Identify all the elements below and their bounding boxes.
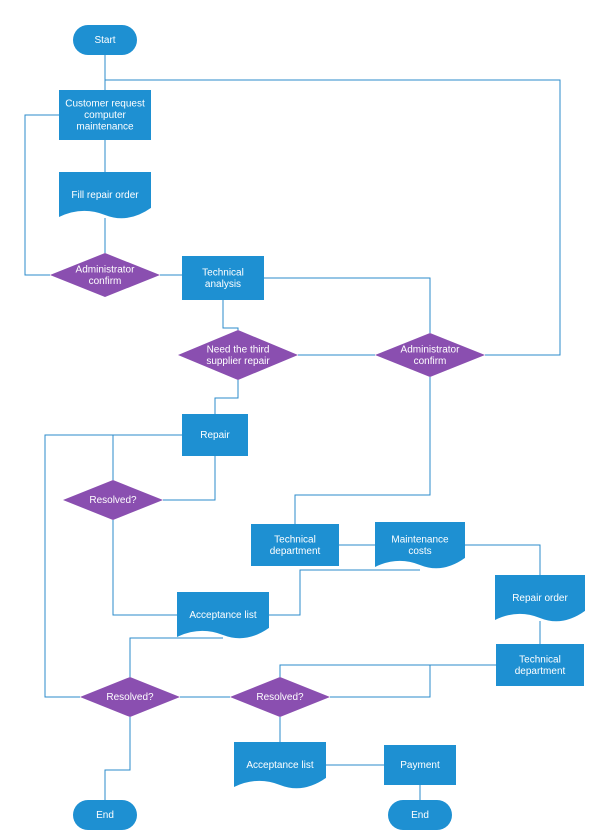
edge-maint-acc1 — [269, 570, 420, 615]
edge-repair-res1 — [113, 435, 182, 480]
label-repair: Repair — [200, 430, 230, 441]
label-end1: End — [96, 810, 114, 821]
edge-admin1-cust — [25, 115, 59, 275]
label-res2: Resolved? — [106, 692, 154, 703]
edge-res3-techdep2 — [330, 665, 496, 697]
edge-tech-admin2 — [264, 278, 430, 333]
label-techdep2: Technicaldepartment — [515, 654, 566, 677]
label-acc1: Acceptance list — [189, 610, 256, 621]
label-repord: Repair order — [512, 593, 568, 604]
edge-tech-need3rd — [223, 300, 238, 330]
label-tech: Technicalanalysis — [202, 267, 244, 290]
edge-res2-end1 — [105, 717, 130, 800]
label-start: Start — [94, 35, 115, 46]
edge-maint-repord — [465, 545, 540, 575]
label-need3rd: Need the thirdsupplier repair — [206, 344, 270, 367]
edge-res1-repair — [163, 456, 215, 500]
edge-admin2-techdep1 — [295, 377, 430, 524]
edge-need3rd-repair — [215, 380, 238, 414]
edge-admin2-cust — [105, 80, 560, 355]
label-techdep1: Technicaldepartment — [270, 534, 321, 557]
label-pay: Payment — [400, 760, 440, 771]
label-acc2: Acceptance list — [246, 760, 313, 771]
label-res3: Resolved? — [256, 692, 304, 703]
label-end2: End — [411, 810, 429, 821]
edge-acc1-res2 — [130, 638, 223, 677]
edge-res1-acc1 — [113, 520, 177, 615]
edge-techdep2-res3 — [280, 665, 496, 677]
flowchart-canvas: StartCustomer requestcomputermaintenance… — [0, 0, 600, 839]
label-fill: Fill repair order — [71, 190, 139, 201]
label-res1: Resolved? — [89, 495, 137, 506]
